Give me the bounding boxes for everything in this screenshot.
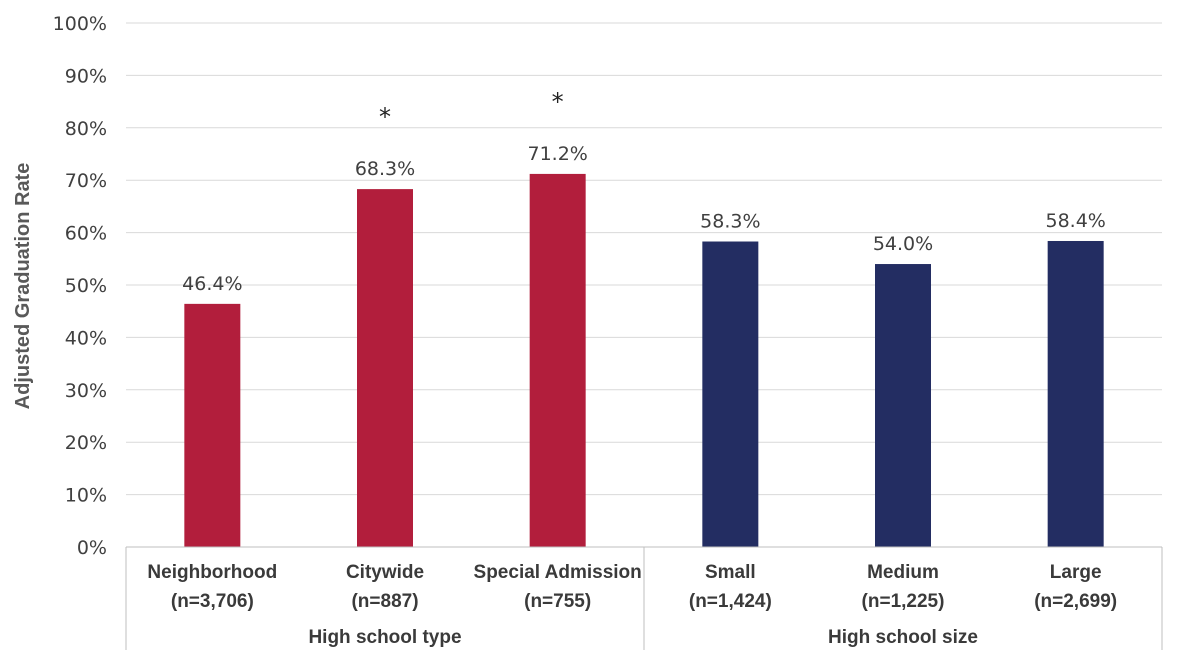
bar	[702, 241, 759, 547]
y-tick-label: 100%	[53, 13, 107, 35]
significance-marker: *	[379, 103, 391, 131]
bars	[184, 173, 1104, 548]
category-count-label: (n=2,699)	[1034, 591, 1117, 612]
y-tick-label: 60%	[65, 223, 107, 245]
category-count-label: (n=755)	[524, 591, 591, 612]
category-label: Neighborhood	[147, 562, 277, 583]
data-label: 71.2%	[527, 143, 587, 165]
group-label: High school type	[308, 627, 461, 648]
bar	[529, 173, 586, 548]
category-label: Medium	[867, 562, 939, 583]
bar	[184, 303, 241, 547]
category-label: Citywide	[346, 562, 424, 583]
y-axis-ticks: 0% 10% 20% 30% 40% 50% 60% 70% 80% 90% 100%	[53, 13, 107, 559]
y-tick-label: 30%	[65, 380, 107, 402]
gridlines	[126, 22, 1162, 496]
bar	[357, 189, 413, 547]
data-label: 58.3%	[700, 211, 760, 233]
category-count-label: (n=1,424)	[689, 591, 772, 612]
bar	[1047, 240, 1104, 547]
y-tick-label: 50%	[65, 275, 107, 297]
significance-marker: *	[552, 88, 564, 116]
data-labels: 46.4% 68.3% * 71.2% * 58.3% 54.0% 58.4%	[182, 88, 1106, 295]
category-label: Small	[705, 562, 756, 583]
category-count-label: (n=887)	[351, 591, 418, 612]
y-tick-label: 70%	[65, 170, 107, 192]
y-tick-label: 0%	[77, 537, 107, 559]
group-label: High school size	[828, 627, 978, 648]
y-tick-label: 20%	[65, 432, 107, 454]
y-tick-label: 10%	[65, 485, 107, 507]
data-label: 58.4%	[1045, 210, 1105, 232]
bar	[875, 264, 931, 547]
y-tick-label: 90%	[65, 65, 107, 87]
x-axis: Neighborhood (n=3,706) Citywide (n=887) Spec…	[125, 546, 1163, 650]
y-axis-title: Adjusted Graduation Rate	[12, 163, 34, 410]
category-count-label: (n=1,225)	[862, 591, 945, 612]
category-count-label: (n=3,706)	[171, 591, 254, 612]
y-tick-label: 80%	[65, 118, 107, 140]
data-label: 68.3%	[355, 158, 415, 180]
category-label: Large	[1050, 562, 1102, 583]
y-tick-label: 40%	[65, 327, 107, 349]
category-label: Special Admission	[474, 562, 642, 583]
data-label: 46.4%	[182, 273, 242, 295]
data-label: 54.0%	[873, 233, 933, 255]
